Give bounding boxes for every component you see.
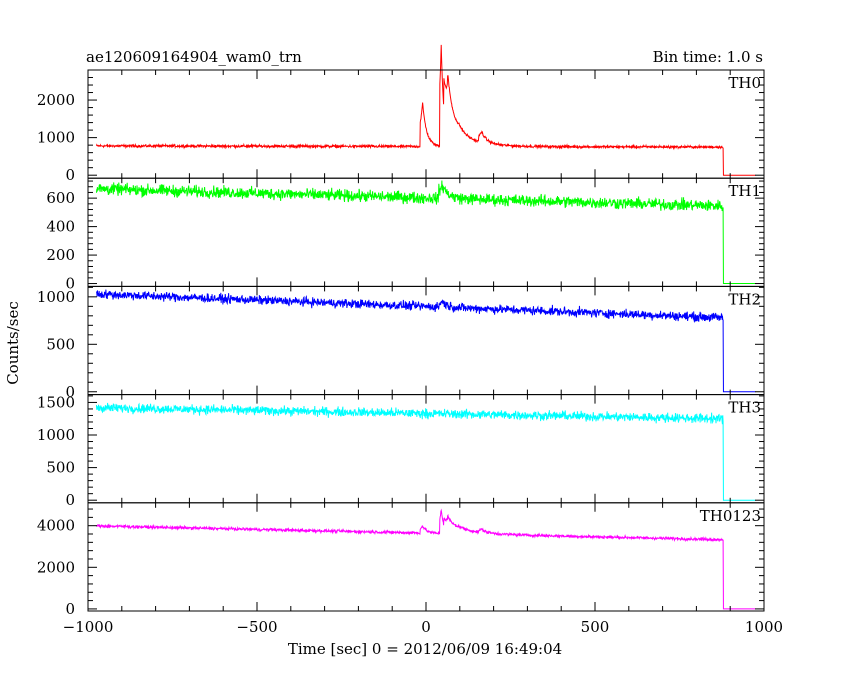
series-th2	[95, 289, 756, 393]
series-th0	[95, 44, 756, 176]
panel-frame	[87, 285, 765, 396]
bin-time-label: Bin time: 1.0 s	[653, 48, 763, 66]
panel-th3: 0 500 1000 1500 TH3	[37, 393, 765, 509]
y-tick-label: 1000	[37, 426, 75, 444]
y-tick-label: 500	[46, 459, 75, 477]
panel-th0123: 0 2000 4000 TH0123	[37, 502, 765, 618]
panel-frame	[87, 177, 765, 287]
x-tick-label: 1000	[745, 618, 783, 636]
panel-label: TH1	[728, 182, 761, 200]
y-tick-label: 2000	[37, 558, 75, 576]
panel-label: TH2	[728, 290, 761, 308]
y-tick-label: 500	[46, 335, 75, 353]
series-th1	[95, 180, 756, 285]
panel-label: TH0123	[700, 507, 761, 525]
panel-th1: 0 200 400 600 TH1	[46, 177, 765, 293]
y-tick-label: 1000	[37, 288, 75, 306]
panel-label: TH3	[728, 399, 761, 417]
x-tick-label: −500	[236, 618, 277, 636]
y-tick-label: 0	[65, 166, 75, 184]
y-tick-label: 600	[46, 189, 75, 207]
y-tick-label: 200	[46, 246, 75, 264]
y-tick-label: 0	[65, 600, 75, 618]
panel-frame	[87, 502, 765, 612]
chart-title: ae120609164904_wam0_trn	[86, 48, 302, 66]
x-tick-label: 0	[421, 618, 431, 636]
x-tick-label: −1000	[63, 618, 114, 636]
panel-frame	[87, 69, 765, 179]
y-tick-label: 1000	[37, 129, 75, 147]
y-tick-label: 4000	[37, 517, 75, 535]
y-tick-label: 1500	[37, 393, 75, 411]
y-axis-label: Counts/sec	[4, 301, 22, 385]
y-tick-label: 0	[65, 491, 75, 509]
y-tick-label: 0	[65, 275, 75, 293]
panel-th2: 0 500 1000 TH2	[37, 285, 765, 401]
series-th3	[95, 402, 756, 501]
y-tick-label: 0	[65, 383, 75, 401]
x-tick-label: 500	[581, 618, 610, 636]
panel-label: TH0	[728, 74, 761, 92]
y-tick-label: 400	[46, 218, 75, 236]
series-th0123	[96, 508, 756, 610]
y-tick-label: 2000	[37, 91, 75, 109]
x-axis-label: Time [sec] 0 = 2012/06/09 16:49:04	[288, 640, 562, 658]
